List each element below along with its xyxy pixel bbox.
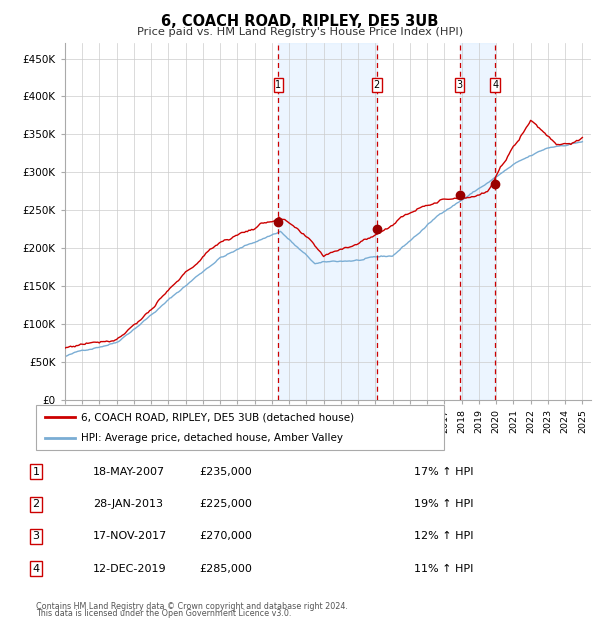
Text: 17% ↑ HPI: 17% ↑ HPI bbox=[414, 467, 473, 477]
Text: 2: 2 bbox=[374, 80, 380, 90]
Text: 4: 4 bbox=[32, 564, 40, 574]
Text: 28-JAN-2013: 28-JAN-2013 bbox=[93, 499, 163, 509]
Text: £285,000: £285,000 bbox=[199, 564, 252, 574]
Text: £270,000: £270,000 bbox=[199, 531, 252, 541]
Text: £225,000: £225,000 bbox=[199, 499, 252, 509]
Text: 12-DEC-2019: 12-DEC-2019 bbox=[93, 564, 167, 574]
Text: Price paid vs. HM Land Registry's House Price Index (HPI): Price paid vs. HM Land Registry's House … bbox=[137, 27, 463, 37]
Text: This data is licensed under the Open Government Licence v3.0.: This data is licensed under the Open Gov… bbox=[36, 609, 292, 618]
Bar bbox=[278, 43, 377, 400]
Text: 2: 2 bbox=[32, 499, 40, 509]
Text: 4: 4 bbox=[492, 80, 499, 90]
Text: 1: 1 bbox=[32, 467, 40, 477]
Text: 19% ↑ HPI: 19% ↑ HPI bbox=[414, 499, 473, 509]
Text: 1: 1 bbox=[275, 80, 281, 90]
Bar bbox=[460, 43, 495, 400]
Text: 3: 3 bbox=[457, 80, 463, 90]
Text: 6, COACH ROAD, RIPLEY, DE5 3UB: 6, COACH ROAD, RIPLEY, DE5 3UB bbox=[161, 14, 439, 29]
Text: 6, COACH ROAD, RIPLEY, DE5 3UB (detached house): 6, COACH ROAD, RIPLEY, DE5 3UB (detached… bbox=[81, 412, 354, 422]
Text: 3: 3 bbox=[32, 531, 40, 541]
Text: £235,000: £235,000 bbox=[199, 467, 252, 477]
Text: Contains HM Land Registry data © Crown copyright and database right 2024.: Contains HM Land Registry data © Crown c… bbox=[36, 602, 348, 611]
Text: HPI: Average price, detached house, Amber Valley: HPI: Average price, detached house, Ambe… bbox=[81, 433, 343, 443]
Text: 12% ↑ HPI: 12% ↑ HPI bbox=[414, 531, 473, 541]
Text: 18-MAY-2007: 18-MAY-2007 bbox=[93, 467, 165, 477]
Text: 17-NOV-2017: 17-NOV-2017 bbox=[93, 531, 167, 541]
Text: 11% ↑ HPI: 11% ↑ HPI bbox=[414, 564, 473, 574]
